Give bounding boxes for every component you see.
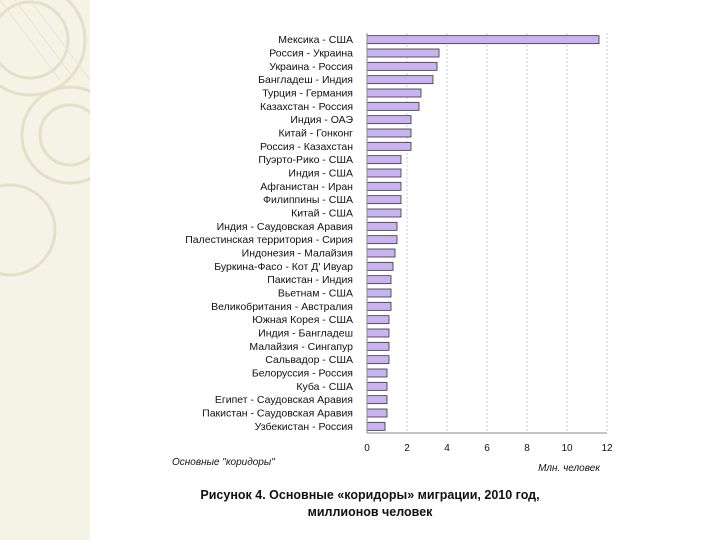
x-axis-title: Млн. человек [538, 463, 601, 474]
category-label: Палестинская территория - Сирия [185, 234, 353, 246]
bar [366, 288, 392, 298]
bar [366, 235, 398, 245]
bar [366, 341, 390, 351]
category-label: Украина - Россия [269, 61, 353, 73]
bar [366, 115, 412, 125]
x-tick-label: 4 [444, 443, 450, 454]
bar [366, 101, 420, 111]
category-label: Китай - США [291, 208, 353, 220]
decor-panel [0, 0, 90, 540]
bar [366, 128, 412, 138]
bar [366, 168, 402, 178]
category-label: Пакистан - Саудовская Аравия [202, 408, 353, 420]
grid-lines [406, 33, 608, 433]
category-label: Великобритания - Австралия [211, 301, 353, 313]
bar [366, 381, 388, 391]
category-label: Индия - ОАЭ [290, 114, 353, 126]
decor-circles [0, 0, 90, 277]
figure-caption-line2: миллионов человек [307, 505, 433, 519]
category-label: Узбекистан - Россия [255, 421, 353, 433]
bar [366, 248, 396, 258]
bar [366, 395, 388, 405]
bar [366, 421, 386, 431]
category-label: Филиппины - США [263, 194, 353, 206]
bar [366, 261, 394, 271]
bar [366, 141, 412, 151]
category-label: Вьетнам - США [278, 288, 353, 300]
bar [366, 355, 390, 365]
bar [366, 181, 402, 191]
bars-group [366, 35, 600, 431]
category-label: Россия - Украина [269, 48, 353, 60]
x-tick-label: 0 [364, 443, 370, 454]
bar [366, 61, 438, 71]
x-tick-label: 10 [561, 443, 573, 454]
bar [366, 275, 392, 285]
decor-lines [0, 0, 90, 81]
category-label: Южная Корея - США [252, 314, 353, 326]
category-label: Индия - Саудовская Аравия [217, 221, 353, 233]
bar [366, 155, 402, 165]
category-label: Пуэрто-Рико - США [258, 154, 353, 166]
category-label: Буркина-Фасо - Кот Д' Ивуар [214, 261, 353, 273]
bar [366, 301, 392, 311]
bar [366, 75, 434, 85]
bar [366, 88, 422, 98]
category-label: Индонезия - Малайзия [242, 248, 353, 260]
bar [366, 368, 388, 378]
decorative-swirl-background [0, 0, 90, 540]
x-tick-labels: 0 2 4 6 8 10 12 [364, 443, 613, 454]
bar [366, 195, 402, 205]
x-tick-label: 8 [524, 443, 530, 454]
x-tick-label: 12 [601, 443, 613, 454]
x-tick-label: 6 [484, 443, 490, 454]
legend-label: Основные "коридоры" [172, 457, 275, 468]
bar [366, 221, 398, 231]
category-label: Сальвадор - США [265, 354, 353, 366]
category-label: Афганистан - Иран [260, 181, 353, 193]
category-label: Белоруссия - Россия [252, 368, 353, 380]
bar [366, 208, 402, 218]
category-label: Египет - Саудовская Аравия [215, 394, 353, 406]
category-label: Пакистан - Индия [267, 274, 353, 286]
category-label: Малайзия - Сингапур [249, 341, 353, 353]
category-label: Индия - Бангладеш [258, 328, 353, 340]
category-label: Китай - Гонконг [278, 128, 353, 140]
x-tick-label: 2 [404, 443, 410, 454]
category-label: Россия - Казахстан [260, 141, 353, 153]
category-label: Турция - Германия [262, 88, 353, 100]
bar [366, 35, 600, 45]
category-label: Мексика - США [278, 34, 353, 46]
figure-caption-line1: Рисунок 4. Основные «коридоры» миграции,… [200, 488, 540, 502]
category-label: Казахстан - Россия [260, 101, 353, 113]
category-label: Индия - США [288, 168, 353, 180]
bar [366, 328, 390, 338]
bar [366, 48, 440, 58]
category-label: Бангладеш - Индия [258, 74, 353, 86]
category-label: Куба - США [296, 381, 353, 393]
bar [366, 315, 390, 325]
bar [366, 408, 388, 418]
